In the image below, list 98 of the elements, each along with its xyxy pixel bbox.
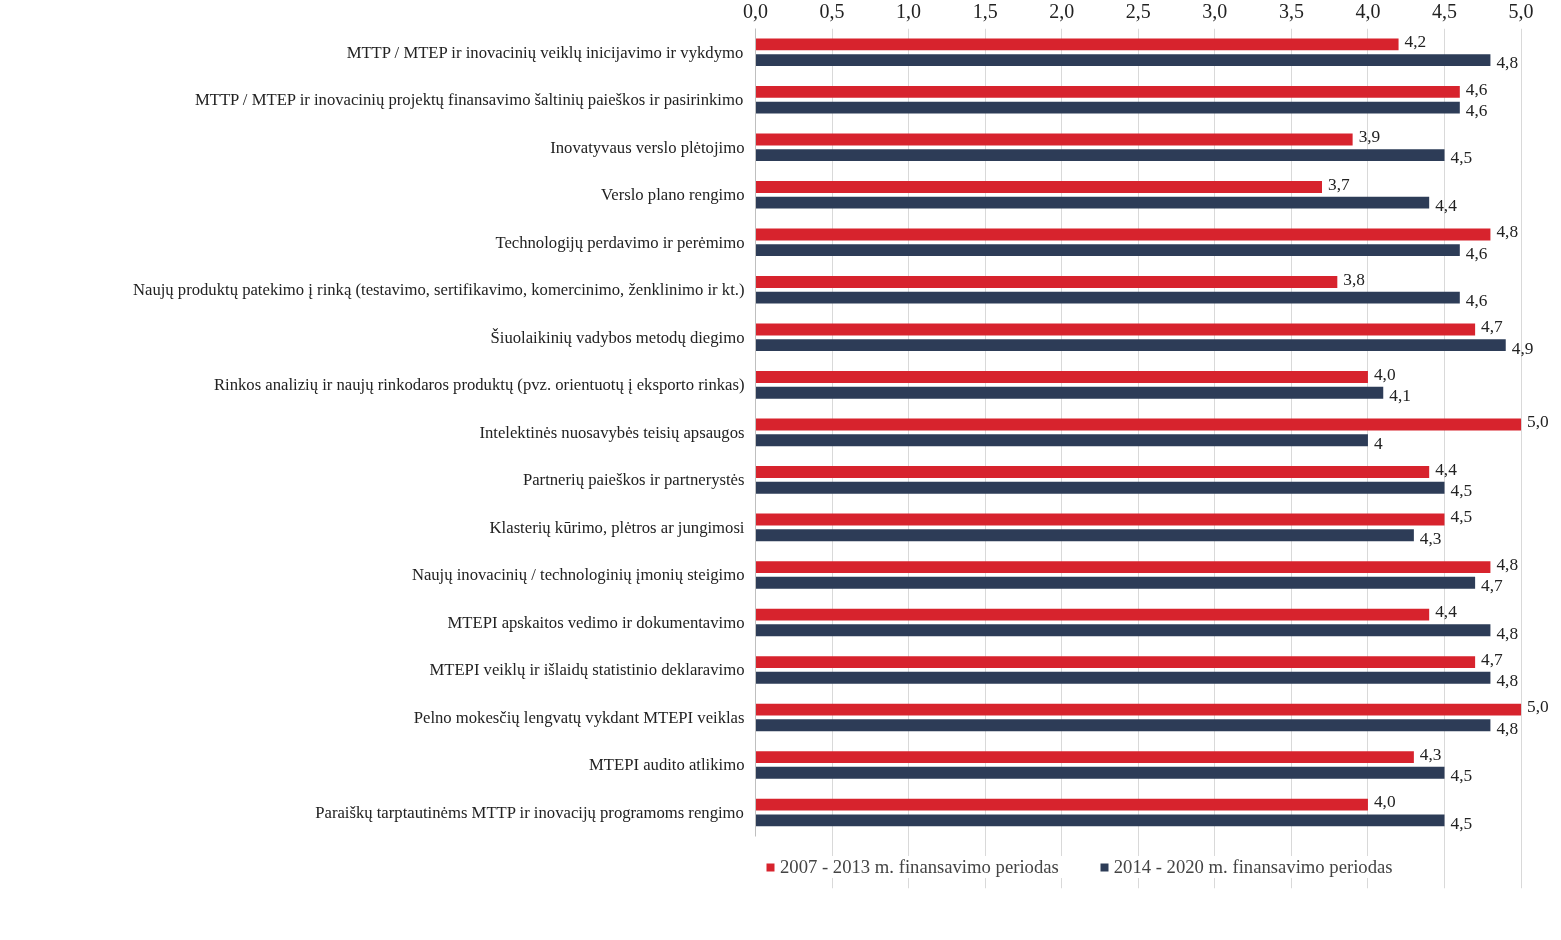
data-label: 4,5 bbox=[1450, 766, 1473, 786]
bar bbox=[755, 339, 1506, 352]
x-tick-label: 0,5 bbox=[819, 0, 845, 22]
bar bbox=[755, 561, 1491, 574]
bar bbox=[755, 276, 1338, 288]
bar bbox=[755, 576, 1476, 589]
bar bbox=[755, 529, 1414, 542]
x-tick-label: 4,5 bbox=[1432, 0, 1457, 22]
y-tick-label: Verslo plano rengimo bbox=[601, 185, 745, 205]
data-label: 4,1 bbox=[1389, 386, 1411, 406]
data-label: 4,6 bbox=[1465, 291, 1488, 311]
bar bbox=[755, 196, 1430, 209]
data-label: 4,0 bbox=[1373, 792, 1396, 812]
x-tick-label: 4,0 bbox=[1355, 0, 1381, 22]
data-label: 4,5 bbox=[1450, 148, 1473, 168]
data-label: 4,3 bbox=[1419, 528, 1442, 548]
x-tick-label: 2,5 bbox=[1125, 0, 1151, 22]
x-tick-label: 2,0 bbox=[1049, 0, 1075, 22]
x-tick-label: 3,5 bbox=[1278, 0, 1304, 22]
data-label: 4,5 bbox=[1450, 813, 1473, 833]
bar bbox=[755, 656, 1476, 669]
data-label: 4,6 bbox=[1465, 243, 1488, 263]
y-tick-label: MTTP / MTEP ir inovacinių projektų finansavimo šaltinių paieškos ir pasirinkimo bbox=[194, 90, 744, 110]
bar bbox=[755, 371, 1368, 383]
legend-label: 2007 - 2013 m. finansavimo periodas bbox=[780, 856, 1059, 878]
y-tick-label: Naujų produktų patekimo į rinką (testavimo, sertifikavimo, komercinimo, ženklinimo ir kt.) bbox=[132, 280, 745, 300]
x-tick-label: 1,0 bbox=[896, 0, 922, 22]
data-label: 3,9 bbox=[1358, 127, 1381, 147]
bar bbox=[755, 101, 1460, 114]
legend-label: 2014 - 2020 m. finansavimo periodas bbox=[1113, 856, 1393, 878]
data-label: 4,5 bbox=[1450, 481, 1473, 501]
bar bbox=[755, 133, 1353, 146]
bar bbox=[755, 418, 1522, 431]
data-label: 4,4 bbox=[1435, 602, 1458, 622]
data-label: 4 bbox=[1373, 433, 1383, 453]
data-label: 4,0 bbox=[1373, 364, 1396, 384]
x-tick-label: 3,0 bbox=[1202, 0, 1228, 22]
bar bbox=[755, 85, 1460, 98]
bar bbox=[755, 513, 1445, 526]
y-tick-label: Pelno mokesčių lengvatų vykdant MTEPI veiklas bbox=[413, 707, 745, 727]
x-tick-label: 1,5 bbox=[972, 0, 998, 22]
bar bbox=[755, 798, 1368, 811]
y-tick-label: Šiuolaikinių vadybos metodų diegimo bbox=[490, 327, 745, 347]
y-tick-label: MTEPI audito atlikimo bbox=[589, 755, 745, 775]
bar bbox=[755, 291, 1460, 304]
bar bbox=[755, 228, 1491, 241]
bar bbox=[755, 434, 1368, 447]
data-label: 5,0 bbox=[1527, 697, 1549, 717]
data-label: 4,7 bbox=[1481, 649, 1504, 669]
y-tick-label: Inovatyvaus verslo plėtojimo bbox=[550, 137, 745, 157]
y-tick-label: MTEPI apskaitos vedimo ir dokumentavimo bbox=[447, 612, 745, 632]
data-label: 4,8 bbox=[1496, 222, 1519, 242]
y-tick-label: Klasterių kūrimo, plėtros ar jungimosi bbox=[489, 517, 745, 537]
x-tick-label: 5,0 bbox=[1508, 0, 1534, 22]
data-label: 4,7 bbox=[1481, 576, 1504, 596]
data-label: 4,8 bbox=[1496, 718, 1519, 738]
data-label: 4,9 bbox=[1511, 338, 1534, 358]
bar bbox=[755, 54, 1491, 67]
x-tick-label: 0,0 bbox=[743, 0, 768, 22]
data-label: 3,7 bbox=[1328, 174, 1350, 194]
y-tick-label: MTEPI veiklų ir išlaidų statistinio deklaravimo bbox=[429, 660, 745, 680]
bar bbox=[755, 703, 1522, 716]
bar bbox=[755, 244, 1460, 257]
data-label: 4,6 bbox=[1465, 79, 1488, 99]
bar bbox=[755, 608, 1430, 621]
bar bbox=[755, 814, 1445, 827]
bar bbox=[755, 481, 1445, 494]
y-tick-label: Partnerių paieškos ir partnerystės bbox=[522, 470, 745, 490]
data-label: 5,0 bbox=[1527, 412, 1549, 432]
bar bbox=[755, 38, 1399, 51]
data-label: 4,3 bbox=[1419, 744, 1442, 764]
y-tick-label: MTTP / MTEP ir inovacinių veiklų inicijavimo ir vykdymo bbox=[346, 42, 744, 62]
y-tick-label: Rinkos analizių ir naujų rinkodaros produktų (pvz. orientuotų į eksporto rinkas) bbox=[213, 375, 745, 395]
bar bbox=[755, 181, 1323, 193]
bar bbox=[755, 751, 1414, 764]
bar bbox=[755, 766, 1445, 779]
data-label: 4,8 bbox=[1496, 53, 1519, 73]
y-tick-label: Technologijų perdavimo ir perėmimo bbox=[495, 232, 745, 252]
bar bbox=[755, 386, 1384, 399]
bar bbox=[755, 671, 1491, 684]
data-label: 4,8 bbox=[1496, 671, 1519, 691]
bar bbox=[755, 149, 1445, 162]
data-label: 4,8 bbox=[1496, 623, 1519, 643]
data-label: 3,8 bbox=[1343, 269, 1365, 289]
data-label: 4,4 bbox=[1435, 459, 1458, 479]
data-label: 4,5 bbox=[1450, 507, 1473, 527]
y-tick-label: Paraiškų tarptautinėms MTTP ir inovacijų programoms rengimo bbox=[315, 802, 744, 822]
y-tick-label: Naujų inovacinių / technologinių įmonių steigimo bbox=[411, 565, 745, 585]
data-label: 4,2 bbox=[1404, 32, 1427, 52]
bar bbox=[755, 719, 1491, 732]
data-label: 4,7 bbox=[1481, 317, 1504, 337]
bar bbox=[755, 466, 1430, 478]
data-label: 4,4 bbox=[1435, 195, 1458, 215]
y-tick-label: Intelektinės nuosavybės teisių apsaugos bbox=[479, 422, 745, 442]
data-label: 4,6 bbox=[1465, 100, 1488, 120]
bar bbox=[755, 624, 1491, 637]
bar bbox=[755, 323, 1476, 336]
data-label: 4,8 bbox=[1496, 554, 1519, 574]
